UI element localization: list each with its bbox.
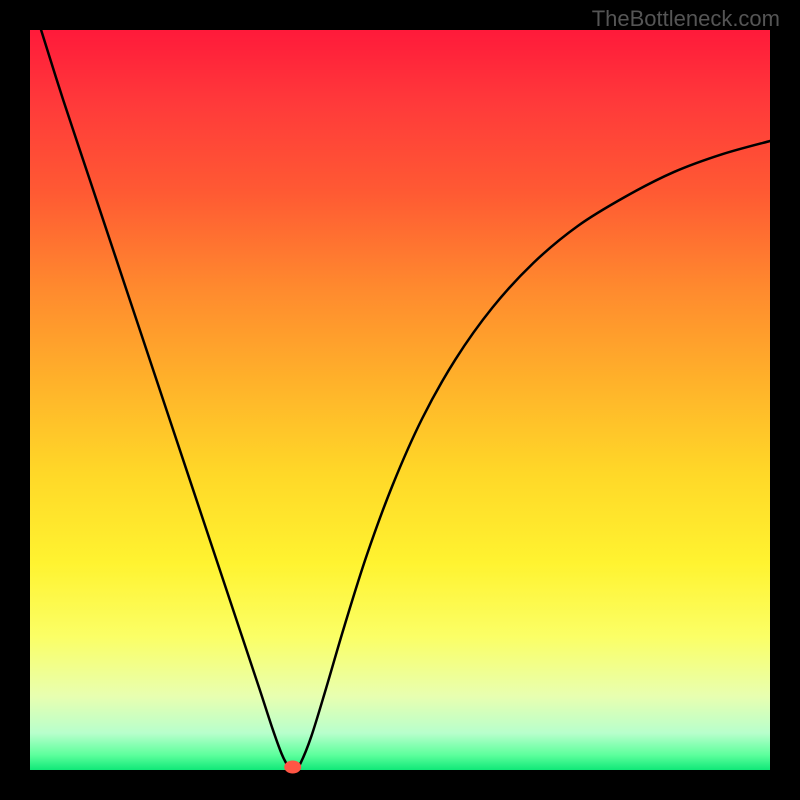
minimum-marker [285,761,301,773]
plot-background [30,30,770,770]
bottleneck-chart [0,0,800,800]
chart-container: TheBottleneck.com [0,0,800,800]
watermark-text: TheBottleneck.com [592,6,780,32]
